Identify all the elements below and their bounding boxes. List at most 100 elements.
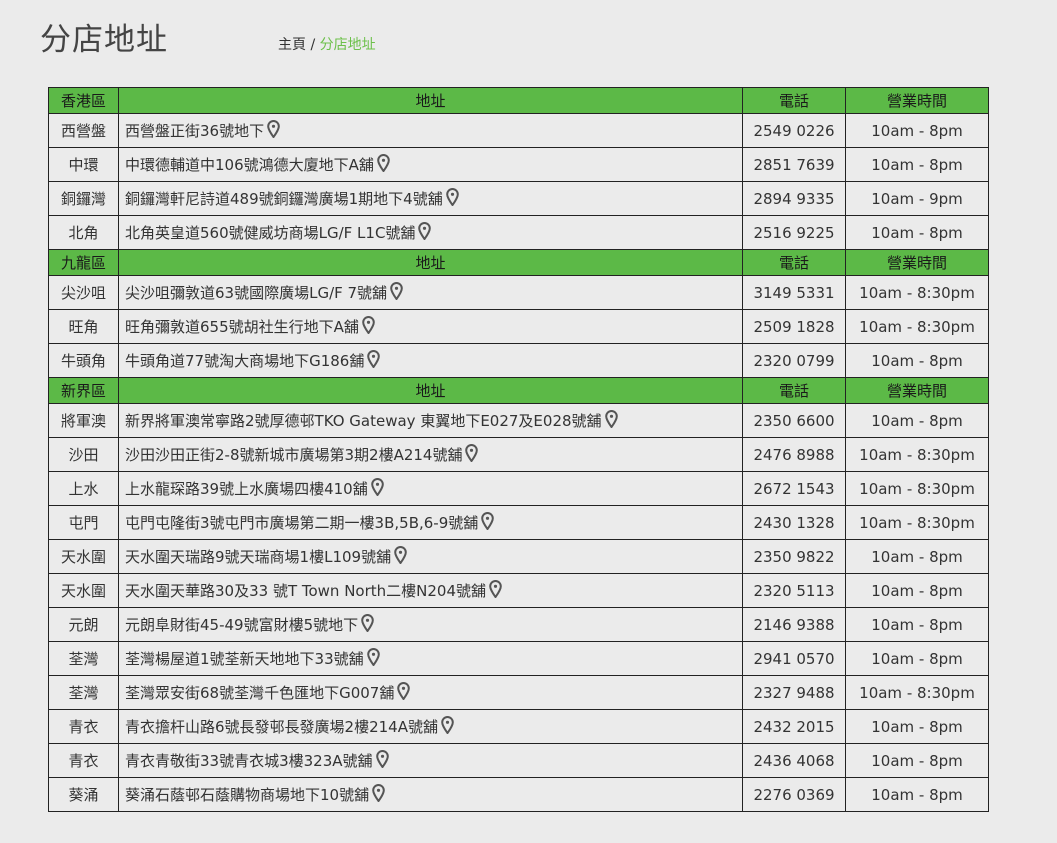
map-pin-icon[interactable] <box>362 315 375 335</box>
district-cell: 銅鑼灣 <box>48 181 119 216</box>
hours-cell: 10am - 8pm <box>845 403 989 438</box>
phone-cell: 3149 5331 <box>742 275 846 310</box>
district-cell: 青衣 <box>48 709 119 744</box>
table-row: 中環 中環德輔道中106號鴻德大廈地下A舖 2851 7639 10am - 8pm <box>48 147 989 182</box>
phone-cell: 2276 0369 <box>742 777 846 812</box>
phone-cell-text: 2320 0799 <box>753 351 835 370</box>
map-pin-icon[interactable] <box>418 221 432 241</box>
breadcrumb-home-link[interactable]: 主頁 <box>278 37 306 53</box>
phone-header-text: 電話 <box>778 382 809 400</box>
hours-cell: 10am - 8:30pm <box>845 505 989 540</box>
map-pin-icon[interactable] <box>377 153 390 173</box>
hours-cell: 10am - 8pm <box>845 343 989 378</box>
phone-header: 電話 <box>742 249 846 276</box>
hours-cell: 10am - 8pm <box>845 777 989 812</box>
district-cell: 上水 <box>48 471 119 506</box>
table-row: 將軍澳 新界將軍澳常寧路2號厚德邨TKO Gateway 東翼地下E027及E02… <box>48 403 989 438</box>
address-cell-text: 牛頭角道77號淘大商場地下G186舖 <box>125 352 365 370</box>
phone-cell: 2327 9488 <box>742 675 846 710</box>
table-row: 元朗 元朗阜財街45-49號富財樓5號地下 2146 9388 10am - 8pm <box>48 607 989 642</box>
district-cell-text: 銅鑼灣 <box>60 190 106 208</box>
phone-cell-text: 2672 1543 <box>753 479 835 498</box>
map-pin-icon[interactable] <box>267 119 280 139</box>
address-header: 地址 <box>118 377 743 404</box>
phone-cell: 2941 0570 <box>742 641 846 676</box>
phone-cell-text: 2146 9388 <box>753 615 835 634</box>
map-pin-icon[interactable] <box>465 443 479 463</box>
table-row: 上水 上水龍琛路39號上水廣場四樓410舖 2672 1543 10am - 8:30… <box>48 471 989 506</box>
map-pin-icon[interactable] <box>370 477 384 497</box>
district-cell: 元朗 <box>48 607 119 642</box>
address-cell-text: 青衣擔杆山路6號長發邨長發廣場2樓214A號舖 <box>125 718 438 736</box>
address-cell-text: 葵涌石蔭邨石蔭購物商場地下10號舖 <box>125 786 370 804</box>
hours-cell-text: 10am - 8:30pm <box>859 513 975 532</box>
map-pin-icon[interactable] <box>372 783 385 803</box>
map-pin-icon[interactable] <box>604 409 618 429</box>
address-cell-text: 沙田沙田正街2-8號新城市廣場第3期2樓A214號舖 <box>125 446 463 464</box>
district-cell-text: 屯門 <box>68 514 99 532</box>
address-cell: 中環德輔道中106號鴻德大廈地下A舖 <box>118 147 743 182</box>
district-cell-text: 元朗 <box>68 616 99 634</box>
address-cell: 牛頭角道77號淘大商場地下G186舖 <box>118 343 743 378</box>
map-pin-icon[interactable] <box>367 349 381 369</box>
table-row: 青衣 青衣擔杆山路6號長發邨長發廣場2樓214A號舖 2432 2015 10am -… <box>48 709 989 744</box>
hours-cell: 10am - 9pm <box>845 181 989 216</box>
phone-cell: 2146 9388 <box>742 607 846 642</box>
map-pin-icon[interactable] <box>489 579 502 599</box>
map-pin-icon[interactable] <box>390 281 403 301</box>
district-cell: 旺角 <box>48 309 119 344</box>
map-pin-icon[interactable] <box>397 681 411 701</box>
district-cell: 將軍澳 <box>48 403 119 438</box>
address-cell-text: 銅鑼灣軒尼詩道489號銅鑼灣廣場1期地下4號舖 <box>125 190 443 208</box>
phone-cell: 2851 7639 <box>742 147 846 182</box>
hours-cell-text: 10am - 8pm <box>871 121 963 140</box>
map-pin-icon[interactable] <box>445 187 459 207</box>
phone-header-text: 電話 <box>778 254 809 272</box>
hours-cell: 10am - 8pm <box>845 573 989 608</box>
district-cell: 中環 <box>48 147 119 182</box>
map-pin-icon[interactable] <box>361 613 374 633</box>
phone-cell: 2476 8988 <box>742 437 846 472</box>
region-header: 九龍區 <box>48 249 119 276</box>
hours-cell-text: 10am - 8pm <box>871 223 963 242</box>
address-cell: 尖沙咀彌敦道63號國際廣場LG/F 7號舖 <box>118 275 743 310</box>
phone-cell: 2549 0226 <box>742 113 846 148</box>
district-cell: 牛頭角 <box>48 343 119 378</box>
address-cell: 青衣青敬街33號青衣城3樓323A號舖 <box>118 743 743 778</box>
region-header-text: 新界區 <box>60 382 106 400</box>
hours-cell-text: 10am - 8pm <box>871 411 963 430</box>
phone-cell: 2350 6600 <box>742 403 846 438</box>
district-cell-text: 沙田 <box>68 446 99 464</box>
district-cell-text: 青衣 <box>68 718 99 736</box>
map-pin-icon[interactable] <box>441 715 454 735</box>
map-pin-icon[interactable] <box>375 749 389 769</box>
hours-header: 營業時間 <box>845 249 989 276</box>
address-header: 地址 <box>118 249 743 276</box>
map-pin-icon[interactable] <box>481 511 495 531</box>
table-row: 葵涌 葵涌石蔭邨石蔭購物商場地下10號舖 2276 0369 10am - 8pm <box>48 777 989 812</box>
breadcrumb: 主頁 / 分店地址 <box>278 34 376 54</box>
map-pin-icon[interactable] <box>366 647 380 667</box>
address-cell-text: 西營盤正街36號地下 <box>125 122 265 140</box>
phone-cell-text: 2350 6600 <box>753 411 835 430</box>
address-cell: 青衣擔杆山路6號長發邨長發廣場2樓214A號舖 <box>118 709 743 744</box>
map-pin-icon[interactable] <box>394 545 407 565</box>
address-cell: 北角英皇道560號健威坊商場LG/F L1C號舖 <box>118 215 743 250</box>
district-cell-text: 西營盤 <box>60 122 106 140</box>
address-cell-text: 天水圍天瑞路9號天瑞商場1樓L109號舖 <box>125 548 392 566</box>
table-row: 荃灣 荃灣眾安街68號荃灣千色匯地下G007舖 2327 9488 10am - 8:… <box>48 675 989 710</box>
address-cell: 荃灣眾安街68號荃灣千色匯地下G007舖 <box>118 675 743 710</box>
hours-header-text: 營業時間 <box>886 382 947 400</box>
district-cell: 荃灣 <box>48 641 119 676</box>
district-cell-text: 北角 <box>68 224 99 242</box>
hours-cell: 10am - 8pm <box>845 607 989 642</box>
address-cell-text: 荃灣楊屋道1號荃新天地地下33號舖 <box>125 650 364 668</box>
phone-cell: 2320 5113 <box>742 573 846 608</box>
address-cell-text: 上水龍琛路39號上水廣場四樓410舖 <box>125 480 368 498</box>
address-cell: 上水龍琛路39號上水廣場四樓410舖 <box>118 471 743 506</box>
phone-header: 電話 <box>742 87 846 114</box>
phone-cell-text: 2851 7639 <box>753 155 835 174</box>
page-title: 分店地址 <box>40 22 168 58</box>
hours-cell: 10am - 8pm <box>845 641 989 676</box>
hours-cell: 10am - 8pm <box>845 215 989 250</box>
